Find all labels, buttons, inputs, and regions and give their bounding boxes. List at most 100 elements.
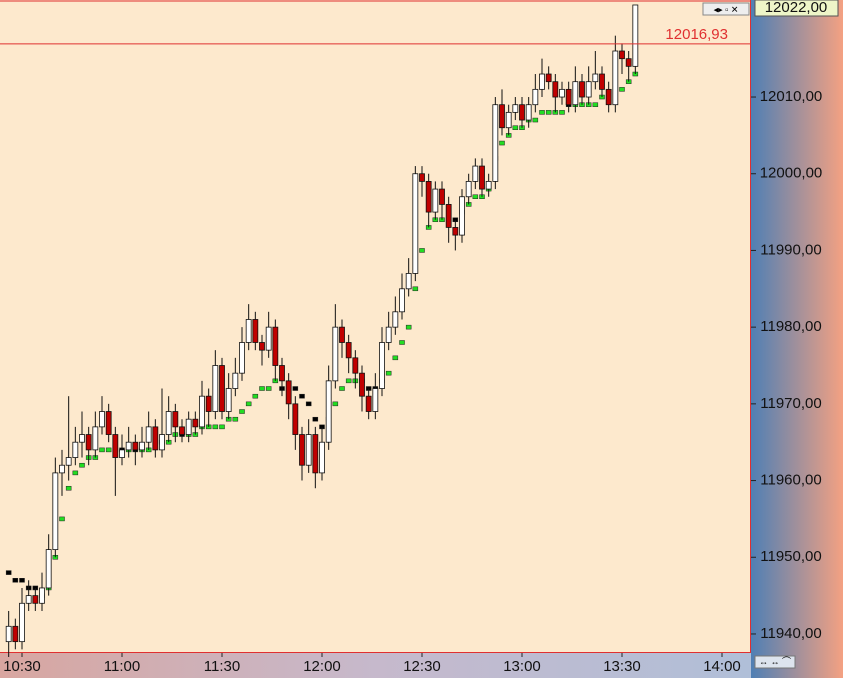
candle-body <box>399 288 405 313</box>
candle-body <box>72 441 79 458</box>
ma-block <box>345 378 352 384</box>
candle-body <box>272 326 279 366</box>
candle-body <box>339 326 345 343</box>
candle-body <box>239 342 245 374</box>
candle-body <box>225 388 232 412</box>
candle-body <box>5 625 12 643</box>
candle-body <box>559 88 565 98</box>
candle-body <box>472 165 479 182</box>
scroll-icon[interactable]: ↔ ↔ ⌒ <box>754 655 796 669</box>
candle-body <box>605 88 612 106</box>
candle-body <box>552 81 559 98</box>
candle-body <box>39 587 45 604</box>
candle-body <box>312 434 319 474</box>
toolbar-icons[interactable]: ◂▸ ▫ ✕ <box>714 4 739 14</box>
candle-body <box>485 181 492 190</box>
ma-block <box>592 102 599 107</box>
candle-body <box>479 165 485 190</box>
candle-body <box>252 319 259 343</box>
candle-body <box>579 81 585 98</box>
candle-body <box>572 81 579 106</box>
candle-body <box>199 395 205 428</box>
candle-body <box>285 380 292 405</box>
x-tick-label: 12:00 <box>303 658 341 675</box>
candle-body <box>525 104 532 121</box>
y-tick-label: 11960,00 <box>760 472 821 489</box>
candle-body <box>519 104 525 121</box>
y-axis-area <box>751 0 843 678</box>
scroll-icons[interactable]: ↔ ↔ ⌒ <box>759 656 791 666</box>
candle-body <box>612 50 619 106</box>
toolbar[interactable] <box>702 2 750 16</box>
candle-body <box>419 173 425 182</box>
price-line-label: 12016,93 <box>665 26 728 43</box>
ma-block <box>99 447 105 453</box>
y-tick-label: 12000,00 <box>760 165 823 182</box>
last-price-label: 12022,00 <box>765 0 828 16</box>
ma-block <box>305 401 312 407</box>
candle-body <box>212 365 219 412</box>
candle-body <box>85 434 92 451</box>
candle-body <box>205 395 212 412</box>
candle-body <box>112 434 119 458</box>
ma-block <box>232 416 239 422</box>
candle-body <box>319 441 325 474</box>
ma-block <box>252 393 259 399</box>
ma-block <box>539 110 545 115</box>
candle-body <box>405 273 412 290</box>
ma-block <box>399 340 405 345</box>
candle-body <box>12 625 19 643</box>
candle-body <box>425 181 432 213</box>
candle-body <box>292 403 299 435</box>
x-tick-label: 13:30 <box>603 658 641 675</box>
candle-body <box>539 73 545 90</box>
x-tick-label: 10:30 <box>3 658 41 675</box>
candle-body <box>185 418 192 435</box>
candle-body <box>139 441 145 451</box>
candle-body <box>259 342 265 351</box>
x-axis-area <box>0 653 751 678</box>
candle-body <box>59 464 65 474</box>
candle-body <box>385 326 392 343</box>
scroll-buttons[interactable] <box>754 655 796 669</box>
ma-block <box>12 578 19 583</box>
y-tick-label: 12010,00 <box>760 88 823 105</box>
ma-block <box>412 286 419 292</box>
candle-body <box>279 365 285 382</box>
candle-body <box>132 441 139 451</box>
candle-body <box>305 434 312 466</box>
x-tick-label: 14:00 <box>703 658 741 675</box>
candle-body <box>165 411 172 435</box>
candle-body <box>145 426 152 443</box>
candle-body <box>452 227 459 236</box>
ma-block <box>212 424 219 430</box>
candle-body <box>32 595 39 604</box>
candle-body <box>245 319 252 343</box>
candle-body <box>632 4 639 67</box>
y-tick-label: 11970,00 <box>760 395 821 412</box>
ma-block <box>292 386 299 391</box>
x-tick-label: 11:30 <box>204 658 240 675</box>
window-buttons[interactable]: ◂▸ ▫ ✕ <box>702 2 750 16</box>
ma-block <box>405 324 412 330</box>
candle-body <box>265 326 272 351</box>
candle-body <box>299 434 305 466</box>
ma-block <box>219 424 225 430</box>
candle-body <box>92 426 99 451</box>
candle-body <box>445 204 452 228</box>
candle-body <box>25 595 32 604</box>
candle-body <box>192 418 199 428</box>
candle-body <box>332 326 339 382</box>
candle-body <box>325 380 332 443</box>
ma-block <box>239 409 245 414</box>
candle-body <box>619 50 625 60</box>
y-tick-label: 11940,00 <box>760 625 821 642</box>
ma-block <box>532 117 539 123</box>
ma-block <box>259 386 265 391</box>
x-tick-label: 11:00 <box>104 658 140 675</box>
ma-block <box>499 140 505 146</box>
last-price-box <box>754 0 839 17</box>
candle-body <box>492 104 499 182</box>
candle-body <box>379 342 385 389</box>
